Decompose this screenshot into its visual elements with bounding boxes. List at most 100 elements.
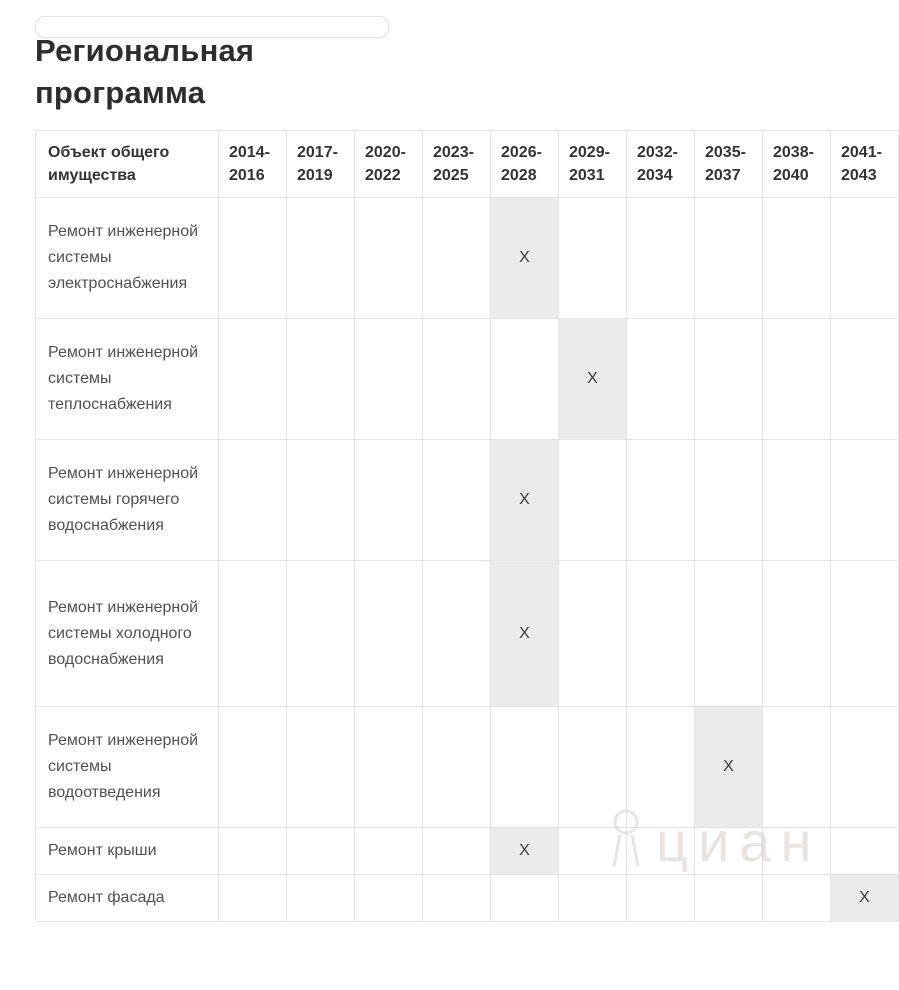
table-row: Ремонт инженерной системы водоотведения X — [35, 706, 899, 828]
object-label: Ремонт фасада — [35, 874, 219, 922]
period-cell — [286, 439, 355, 561]
period-cell — [218, 318, 287, 440]
period-header: 2032-2034 — [626, 130, 695, 198]
page: Региональная программа Объект общего иму… — [0, 16, 899, 990]
period-cell — [422, 318, 491, 440]
cutoff-element-bottom[interactable] — [35, 16, 389, 38]
table-row: Ремонт фасада X — [35, 874, 899, 922]
period-cell — [490, 318, 559, 440]
table-body: Ремонт инженерной системы электроснабжен… — [35, 197, 899, 922]
period-cell — [286, 706, 355, 828]
period-cell — [830, 318, 899, 440]
period-cell — [762, 197, 831, 319]
period-cell — [762, 874, 831, 922]
period-header: 2017-2019 — [286, 130, 355, 198]
period-cell — [830, 827, 899, 875]
page-title: Региональная программа — [35, 33, 255, 110]
period-cell — [354, 439, 423, 561]
marked-period-cell: X — [490, 439, 559, 561]
period-cell — [694, 560, 763, 707]
period-cell — [626, 560, 695, 707]
table-row: Ремонт инженерной системы горячего водос… — [35, 439, 899, 561]
period-cell — [422, 560, 491, 707]
period-cell — [830, 197, 899, 319]
period-cell — [286, 560, 355, 707]
period-cell — [830, 439, 899, 561]
period-cell — [626, 874, 695, 922]
period-cell — [422, 197, 491, 319]
marked-period-cell: X — [694, 706, 763, 828]
period-header: 2038-2040 — [762, 130, 831, 198]
period-cell — [490, 874, 559, 922]
object-label: Ремонт инженерной системы холодного водо… — [35, 560, 219, 707]
period-cell — [558, 197, 627, 319]
period-cell — [558, 706, 627, 828]
period-cell — [694, 439, 763, 561]
period-cell — [694, 318, 763, 440]
period-header: 2020-2022 — [354, 130, 423, 198]
object-label: Ремонт инженерной системы водоотведения — [35, 706, 219, 828]
period-cell — [218, 874, 287, 922]
period-cell — [354, 560, 423, 707]
period-cell — [762, 706, 831, 828]
object-label: Ремонт крыши — [35, 827, 219, 875]
period-cell — [218, 827, 287, 875]
period-cell — [354, 874, 423, 922]
period-cell — [558, 560, 627, 707]
period-cell — [422, 706, 491, 828]
period-header: 2014-2016 — [218, 130, 287, 198]
marked-period-cell: X — [490, 197, 559, 319]
object-label: Ремонт инженерной системы теплоснабжения — [35, 318, 219, 440]
period-cell — [558, 439, 627, 561]
period-cell — [286, 827, 355, 875]
table-header: Объект общего имущества 2014-2016 2017-20… — [35, 130, 899, 198]
regional-program-table: Объект общего имущества 2014-2016 2017-20… — [35, 130, 899, 922]
period-header: 2026-2028 — [490, 130, 559, 198]
period-cell — [626, 706, 695, 828]
period-cell — [558, 874, 627, 922]
period-cell — [422, 827, 491, 875]
period-cell — [626, 827, 695, 875]
object-label: Ремонт инженерной системы горячего водос… — [35, 439, 219, 561]
period-cell — [694, 197, 763, 319]
period-cell — [354, 197, 423, 319]
period-cell — [354, 827, 423, 875]
period-header: 2023-2025 — [422, 130, 491, 198]
object-column-header: Объект общего имущества — [35, 130, 219, 198]
period-cell — [218, 706, 287, 828]
marked-period-cell: X — [490, 560, 559, 707]
table-row: Ремонт инженерной системы электроснабжен… — [35, 197, 899, 319]
period-cell — [286, 874, 355, 922]
period-cell — [218, 439, 287, 561]
period-cell — [762, 560, 831, 707]
period-cell — [762, 439, 831, 561]
table-row: Ремонт крыши X — [35, 827, 899, 875]
period-cell — [762, 318, 831, 440]
table-header-row: Объект общего имущества 2014-2016 2017-20… — [35, 130, 899, 198]
period-header: 2035-2037 — [694, 130, 763, 198]
period-header: 2041-2043 — [830, 130, 899, 198]
period-cell — [490, 706, 559, 828]
period-cell — [694, 874, 763, 922]
period-cell — [354, 706, 423, 828]
period-cell — [626, 439, 695, 561]
period-cell — [354, 318, 423, 440]
period-cell — [286, 318, 355, 440]
period-cell — [830, 560, 899, 707]
marked-period-cell: X — [490, 827, 559, 875]
object-label: Ремонт инженерной системы электроснабжен… — [35, 197, 219, 319]
table-row: Ремонт инженерной системы теплоснабжения… — [35, 318, 899, 440]
period-header: 2029-2031 — [558, 130, 627, 198]
period-cell — [286, 197, 355, 319]
period-cell — [218, 197, 287, 319]
period-cell — [558, 827, 627, 875]
period-cell — [830, 706, 899, 828]
marked-period-cell: X — [558, 318, 627, 440]
marked-period-cell: X — [830, 874, 899, 922]
period-cell — [626, 197, 695, 319]
period-cell — [218, 560, 287, 707]
period-cell — [626, 318, 695, 440]
period-cell — [422, 439, 491, 561]
table-row: Ремонт инженерной системы холодного водо… — [35, 560, 899, 707]
period-cell — [762, 827, 831, 875]
